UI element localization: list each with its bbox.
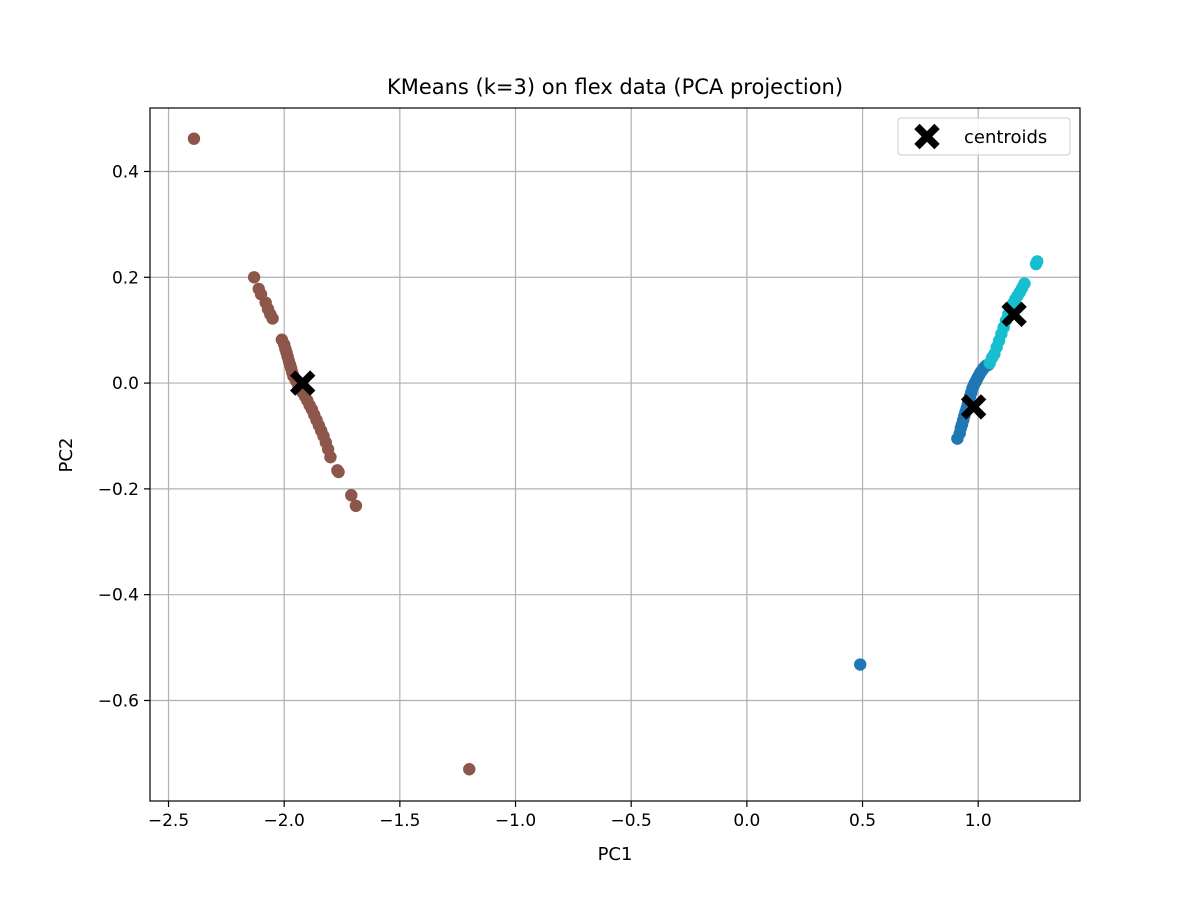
centroid-marker — [289, 370, 316, 396]
cluster-1-point — [187, 132, 201, 145]
x-tick-label: −2.5 — [148, 811, 189, 831]
legend-box — [897, 117, 1071, 156]
y-axis-ticks: 0.4 0.2 0.0 −0.2 −0.4 −0.6 — [98, 162, 150, 711]
y-tick-label: −0.2 — [98, 480, 139, 500]
x-axis-label: PC1 — [598, 844, 633, 865]
legend-label-centroids: centroids — [964, 127, 1047, 148]
legend: centroids — [897, 117, 1071, 156]
x-axis-ticks: −2.5 −2.0 −1.5 −1.0 −0.5 0.0 0.5 1.0 — [148, 801, 992, 831]
y-axis-label: PC2 — [56, 438, 77, 473]
x-tick-label: 0.5 — [849, 811, 876, 831]
y-tick-label: 0.4 — [112, 162, 139, 182]
cluster-0-point — [854, 658, 867, 671]
cluster-1-point — [247, 271, 261, 284]
cluster-2-point — [1031, 255, 1044, 268]
centroid-markers — [289, 301, 1027, 420]
x-tick-label: 0.0 — [733, 811, 760, 831]
y-tick-label: −0.6 — [98, 691, 139, 711]
x-tick-label: 1.0 — [965, 811, 992, 831]
cluster-1-point — [349, 499, 363, 513]
cluster-1-point — [324, 450, 337, 464]
x-tick-label: −0.5 — [611, 811, 652, 831]
centroid-marker — [960, 394, 987, 420]
centroid-marker — [1001, 301, 1027, 328]
grid-lines — [150, 108, 1080, 801]
plot-frame — [149, 107, 1081, 802]
legend-centroid-marker — [914, 123, 940, 150]
x-tick-label: −1.0 — [495, 811, 536, 831]
y-tick-label: −0.4 — [98, 586, 139, 606]
legend-centroid-icon — [914, 123, 940, 150]
data-points — [187, 132, 1044, 776]
cluster-1-point — [463, 763, 476, 776]
x-tick-label: −1.5 — [379, 811, 420, 831]
x-tick-label: −2.0 — [264, 811, 305, 831]
y-tick-label: 0.2 — [112, 268, 139, 288]
y-tick-label: 0.0 — [112, 374, 139, 394]
chart-title: KMeans (k=3) on flex data (PCA projectio… — [387, 75, 843, 99]
cluster-1-point — [345, 489, 358, 502]
cluster-1-point — [266, 312, 279, 325]
cluster-1-point — [332, 465, 345, 479]
cluster-2-point — [1018, 277, 1031, 290]
